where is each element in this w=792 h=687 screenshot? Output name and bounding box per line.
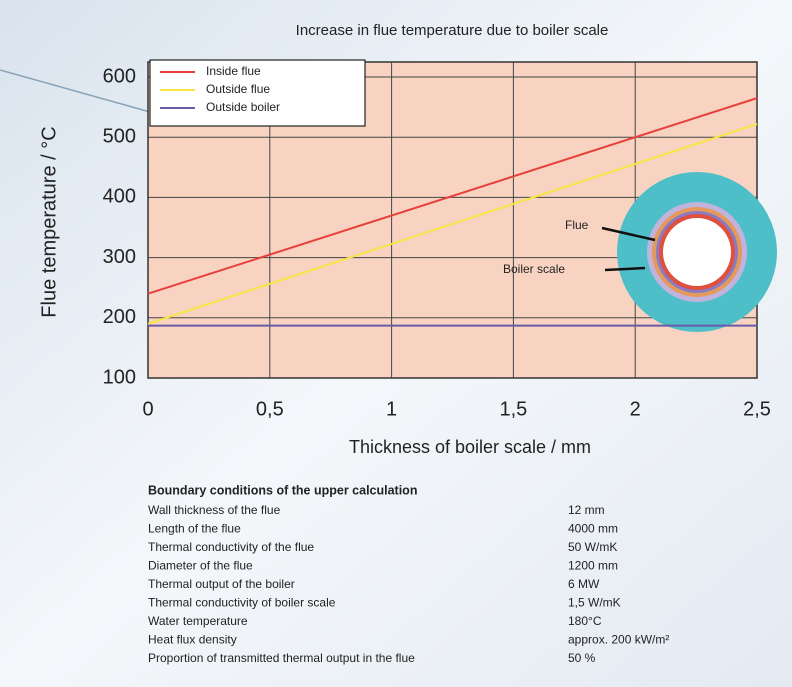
row-label: Length of the flue bbox=[148, 522, 241, 536]
row-value: 1200 mm bbox=[568, 559, 618, 573]
row-value: 50 W/mK bbox=[568, 540, 617, 554]
y-tick-label: 400 bbox=[103, 186, 136, 208]
row-value: 4000 mm bbox=[568, 522, 618, 536]
y-tick-label: 200 bbox=[103, 306, 136, 328]
row-label: Wall thickness of the flue bbox=[148, 503, 281, 517]
x-tick-label: 0,5 bbox=[256, 398, 284, 420]
page: Increase in flue temperature due to boil… bbox=[0, 0, 792, 687]
row-value: approx. 200 kW/m² bbox=[568, 633, 669, 647]
x-tick-label: 0 bbox=[142, 398, 153, 420]
legend: Inside flue Outside flue Outside boiler bbox=[150, 60, 365, 126]
row-label: Thermal output of the boiler bbox=[148, 577, 295, 591]
legend-label: Outside boiler bbox=[206, 100, 280, 114]
row-label: Heat flux density bbox=[148, 633, 237, 647]
row-label: Proportion of transmitted thermal output… bbox=[148, 651, 415, 665]
x-tick-label: 1,5 bbox=[499, 398, 527, 420]
y-tick-label: 100 bbox=[103, 366, 136, 388]
legend-label: Inside flue bbox=[206, 64, 261, 78]
chart-title: Increase in flue temperature due to boil… bbox=[296, 22, 609, 39]
y-tick-label: 600 bbox=[103, 65, 136, 87]
x-tick-label: 2,5 bbox=[743, 398, 771, 420]
annotation: Boiler scale bbox=[503, 262, 565, 276]
row-label: Thermal conductivity of the flue bbox=[148, 540, 314, 554]
x-tick-label: 1 bbox=[386, 398, 397, 420]
x-axis-label: Thickness of boiler scale / mm bbox=[349, 437, 591, 457]
chart: Increase in flue temperature due to boil… bbox=[0, 0, 792, 687]
row-value: 6 MW bbox=[568, 577, 600, 591]
legend-label: Outside flue bbox=[206, 82, 270, 96]
table-title: Boundary conditions of the upper calcula… bbox=[148, 483, 417, 497]
y-tick-label: 500 bbox=[103, 126, 136, 148]
plot-area: 100 200 300 400 500 600 0 0,5 1 1,5 2 2,5 Flue Boiler… bbox=[103, 60, 777, 420]
y-tick-label: 300 bbox=[103, 246, 136, 268]
row-value: 12 mm bbox=[568, 503, 605, 517]
annotation: Flue bbox=[565, 218, 589, 232]
row-value: 50 % bbox=[568, 651, 596, 665]
row-value: 1,5 W/mK bbox=[568, 596, 621, 610]
row-value: 180°C bbox=[568, 614, 602, 628]
row-label: Diameter of the flue bbox=[148, 559, 253, 573]
x-tick-label: 2 bbox=[630, 398, 641, 420]
row-label: Water temperature bbox=[148, 614, 248, 628]
y-axis-label: Flue temperature / °C bbox=[38, 126, 60, 317]
inset-flue bbox=[663, 218, 731, 286]
row-label: Thermal conductivity of boiler scale bbox=[148, 596, 336, 610]
